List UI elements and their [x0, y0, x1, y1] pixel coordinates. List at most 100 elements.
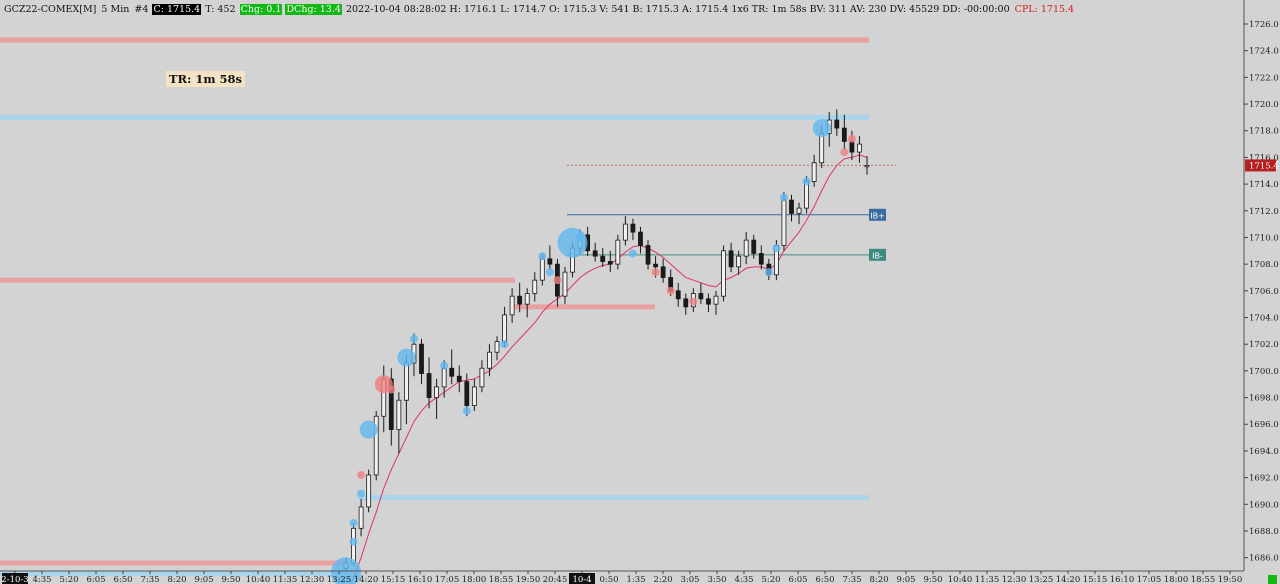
- volume-bubble: [349, 518, 358, 527]
- trades-count: T: 452: [205, 4, 236, 15]
- candle: [683, 293, 689, 315]
- candle: [456, 365, 462, 393]
- volume-bubble: [357, 489, 366, 498]
- volume-bubble: [779, 193, 788, 202]
- volume-bubble: [847, 134, 856, 143]
- time-tick-label: 15:15: [1083, 575, 1108, 584]
- chart-header: GCZ22-COMEX[M] 5 Min #4 C: 1715.4 T: 452…: [3, 3, 1075, 16]
- price-axis[interactable]: 1686.0 1688.0 1690.0 1692.0 1694.0 1696.0 1698…: [1243, 0, 1279, 571]
- candle-body: [804, 181, 809, 209]
- volume-bubble: [802, 177, 811, 186]
- candle-body: [434, 386, 440, 398]
- chart-number-label: #4: [134, 4, 149, 15]
- volume-bubble: [500, 340, 509, 349]
- candle: [698, 282, 704, 305]
- time-tick-label: 16:10: [408, 575, 433, 584]
- volume-bubble: [764, 268, 773, 277]
- candle-body: [404, 362, 409, 401]
- candle: [373, 410, 379, 481]
- candle-body: [539, 258, 545, 281]
- time-tick-label: 8:20: [167, 575, 186, 584]
- candle-body: [758, 253, 764, 265]
- candle: [592, 242, 598, 262]
- candle-body: [600, 255, 606, 262]
- green-square-icon[interactable]: [1268, 575, 1277, 584]
- candle-body: [562, 271, 568, 297]
- volume-bubble: [628, 249, 637, 258]
- time-tick-label: 1:35: [626, 575, 645, 584]
- volume-bubble: [689, 297, 698, 306]
- time-tick-label: 2-10-3: [1, 575, 28, 584]
- time-tick-label: 9:50: [221, 575, 240, 584]
- candle-body: [396, 399, 402, 430]
- price-tick-label: 1698.0: [1249, 394, 1279, 404]
- candle: [713, 290, 719, 315]
- time-tick-label: 7:35: [140, 575, 159, 584]
- candle-body: [547, 258, 553, 265]
- candle: [607, 250, 613, 273]
- candle: [547, 245, 553, 270]
- candle-body: [638, 231, 643, 246]
- candle: [743, 232, 749, 265]
- candle: [517, 282, 523, 313]
- candle-body: [781, 199, 787, 246]
- candle-body: [426, 373, 432, 398]
- close-price-badge: C: 1715.4: [152, 4, 202, 15]
- interval-label[interactable]: 5 Min: [101, 4, 130, 15]
- price-tick-label: 1692.0: [1249, 474, 1279, 484]
- price-tick-label: 1696.0: [1249, 420, 1279, 430]
- price-tick-label: 1708.0: [1249, 260, 1279, 270]
- candle: [638, 226, 643, 254]
- time-tick-label: 8:20: [869, 575, 888, 584]
- volume-bubble: [349, 537, 358, 546]
- time-tick-label: 11:35: [975, 575, 1000, 584]
- price-tick-label: 1690.0: [1249, 500, 1279, 510]
- time-tick-label: 18:00: [1164, 575, 1189, 584]
- time-tick-label: 4:35: [32, 575, 51, 584]
- volume-bubble: [840, 148, 849, 157]
- candle-body: [449, 367, 455, 377]
- time-tick-label: 17:05: [1137, 575, 1162, 584]
- time-tick-label: 4:35: [734, 575, 753, 584]
- candle-body: [456, 375, 462, 382]
- candle-body: [532, 279, 538, 294]
- price-tick-label: 1700.0: [1249, 367, 1279, 377]
- candle-body: [419, 343, 424, 374]
- level-line: [0, 114, 869, 120]
- candle-body: [464, 381, 470, 406]
- candle: [434, 378, 440, 419]
- time-tick-label: 20:45: [543, 575, 568, 584]
- time-axis[interactable]: 2-10-3 4:35 5:20 6:05 6:50 7:35 8:20 9:05 9:50 10…: [0, 570, 1244, 584]
- candle-body: [373, 415, 379, 476]
- candle-body: [841, 127, 847, 142]
- time-tick-label: 2:20: [653, 575, 672, 584]
- candle-body: [698, 293, 704, 300]
- volume-bubble: [812, 119, 831, 138]
- candle: [494, 336, 500, 361]
- candle: [675, 282, 681, 307]
- candle-body: [751, 239, 757, 254]
- price-tick-label: 1726.0: [1249, 20, 1279, 30]
- time-tick-label: 12:30: [1002, 575, 1027, 584]
- time-tick-label: 0:50: [599, 575, 618, 584]
- candle-body: [653, 263, 658, 268]
- symbol-label[interactable]: GCZ22-COMEX[M]: [4, 4, 97, 15]
- candle-body: [366, 474, 372, 508]
- candle-body: [706, 298, 711, 305]
- volume-bubble: [462, 406, 471, 415]
- price-tick-label: 1702.0: [1249, 340, 1279, 350]
- price-tick-label: 1688.0: [1249, 527, 1279, 537]
- level-line: [512, 304, 655, 310]
- time-tick-label: 14:20: [1056, 575, 1081, 584]
- volume-bubble: [651, 268, 660, 277]
- price-tick-label: 1718.0: [1249, 127, 1279, 137]
- level-line: [0, 571, 346, 577]
- time-tick-label: 3:05: [680, 575, 699, 584]
- candle: [811, 154, 817, 187]
- time-tick-label: 12:30: [300, 575, 325, 584]
- candle-body: [502, 314, 507, 342]
- candle-body: [441, 367, 447, 388]
- candle-body: [811, 162, 817, 182]
- candle-body: [645, 245, 651, 265]
